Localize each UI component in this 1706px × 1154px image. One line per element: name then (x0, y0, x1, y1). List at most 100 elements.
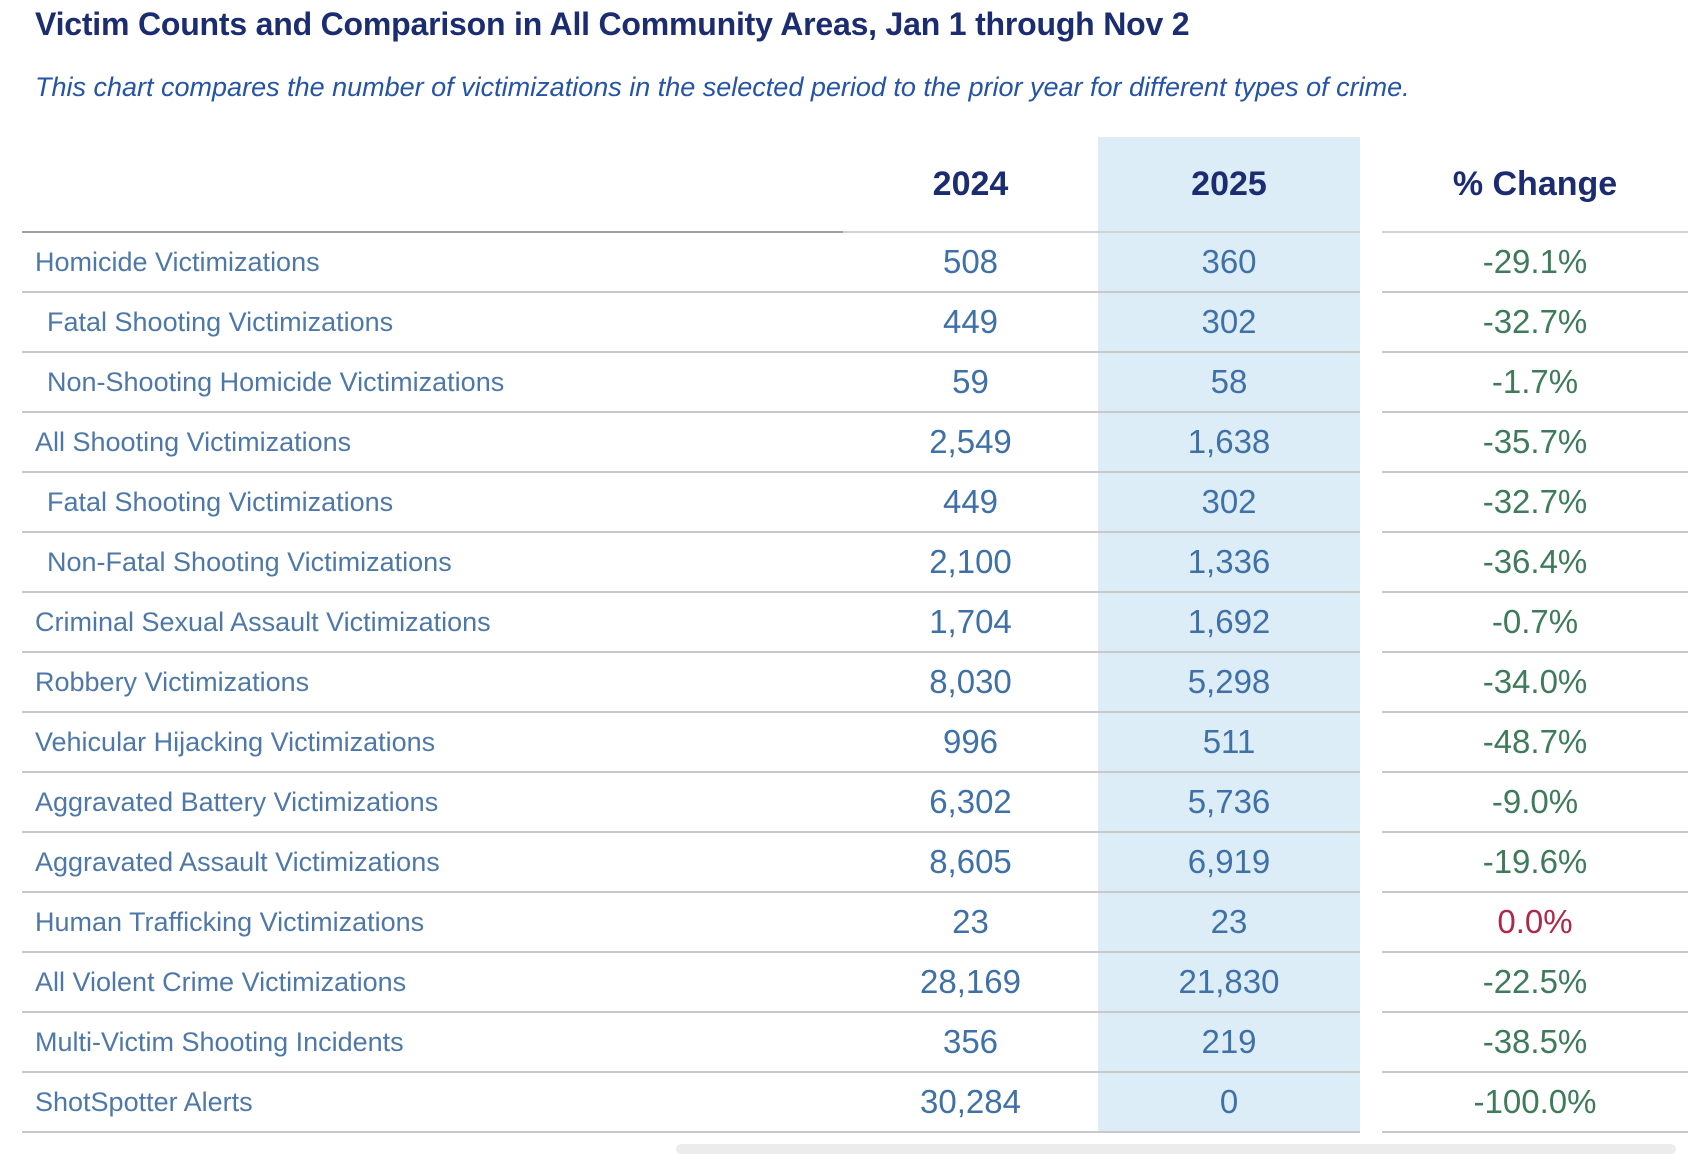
row-label[interactable]: Aggravated Battery Victimizations (22, 773, 843, 833)
table-rows: Homicide Victimizations 508 360 -29.1% Fatal… (0, 233, 1688, 1133)
cell-2024[interactable]: 6,302 (843, 773, 1098, 833)
cell-pct-change[interactable]: -0.7% (1382, 593, 1688, 653)
cell-2024[interactable]: 23 (843, 893, 1098, 953)
cell-2025[interactable]: 1,638 (1098, 413, 1360, 473)
cell-2024[interactable]: 1,704 (843, 593, 1098, 653)
cell-pct-change[interactable]: -34.0% (1382, 653, 1688, 713)
table-row: Non-Fatal Shooting Victimizations 2,100 1,… (0, 533, 1688, 593)
cell-2025[interactable]: 23 (1098, 893, 1360, 953)
cell-2024[interactable]: 8,030 (843, 653, 1098, 713)
page-subtitle: This chart compares the number of victim… (35, 72, 1410, 102)
cell-2025[interactable]: 5,298 (1098, 653, 1360, 713)
cell-pct-change[interactable]: 0.0% (1382, 893, 1688, 953)
cell-pct-change[interactable]: -9.0% (1382, 773, 1688, 833)
column-gap (1360, 1013, 1382, 1073)
cell-2024[interactable]: 30,284 (843, 1073, 1098, 1133)
column-gap (1360, 953, 1382, 1013)
column-gap (1360, 137, 1382, 233)
row-label[interactable]: Fatal Shooting Victimizations (22, 293, 843, 353)
row-label[interactable]: Vehicular Hijacking Victimizations (22, 713, 843, 773)
table-row: Homicide Victimizations 508 360 -29.1% (0, 233, 1688, 293)
row-left-margin (0, 953, 22, 1013)
cell-pct-change[interactable]: -36.4% (1382, 533, 1688, 593)
row-left-margin (0, 653, 22, 713)
column-gap (1360, 713, 1382, 773)
row-label[interactable]: Fatal Shooting Victimizations (22, 473, 843, 533)
cell-pct-change[interactable]: -38.5% (1382, 1013, 1688, 1073)
row-label[interactable]: All Violent Crime Victimizations (22, 953, 843, 1013)
cell-2025[interactable]: 21,830 (1098, 953, 1360, 1013)
cell-2024[interactable]: 8,605 (843, 833, 1098, 893)
row-left-margin (0, 893, 22, 953)
table-row: Criminal Sexual Assault Victimizations 1,… (0, 593, 1688, 653)
table-row: Vehicular Hijacking Victimizations 996 511… (0, 713, 1688, 773)
horizontal-scrollbar[interactable] (676, 1144, 1676, 1154)
table-row: All Violent Crime Victimizations 28,169 21… (0, 953, 1688, 1013)
row-label[interactable]: Non-Shooting Homicide Victimizations (22, 353, 843, 413)
column-gap (1360, 653, 1382, 713)
row-left-margin (0, 233, 22, 293)
row-left-margin (0, 713, 22, 773)
row-left-margin (0, 293, 22, 353)
cell-2024[interactable]: 449 (843, 473, 1098, 533)
cell-2024[interactable]: 449 (843, 293, 1098, 353)
cell-2025[interactable]: 302 (1098, 473, 1360, 533)
table-row: Fatal Shooting Victimizations 449 302 -32.7… (0, 473, 1688, 533)
column-header-2025[interactable]: 2025 (1098, 137, 1360, 233)
row-left-margin (0, 593, 22, 653)
row-label[interactable]: Human Trafficking Victimizations (22, 893, 843, 953)
cell-2025[interactable]: 1,692 (1098, 593, 1360, 653)
cell-pct-change[interactable]: -35.7% (1382, 413, 1688, 473)
row-left-margin (0, 413, 22, 473)
row-label[interactable]: Aggravated Assault Victimizations (22, 833, 843, 893)
row-label[interactable]: ShotSpotter Alerts (22, 1073, 843, 1133)
cell-pct-change[interactable]: -29.1% (1382, 233, 1688, 293)
table-row: Aggravated Battery Victimizations 6,302 5,… (0, 773, 1688, 833)
row-label[interactable]: All Shooting Victimizations (22, 413, 843, 473)
cell-2024[interactable]: 996 (843, 713, 1098, 773)
cell-pct-change[interactable]: -32.7% (1382, 293, 1688, 353)
cell-2025[interactable]: 0 (1098, 1073, 1360, 1133)
cell-2025[interactable]: 5,736 (1098, 773, 1360, 833)
cell-2024[interactable]: 2,100 (843, 533, 1098, 593)
table-row: Multi-Victim Shooting Incidents 356 219 -38… (0, 1013, 1688, 1073)
cell-pct-change[interactable]: -22.5% (1382, 953, 1688, 1013)
row-left-margin (0, 1073, 22, 1133)
table-row: Non-Shooting Homicide Victimizations 59 58… (0, 353, 1688, 413)
cell-2024[interactable]: 356 (843, 1013, 1098, 1073)
row-label[interactable]: Homicide Victimizations (22, 233, 843, 293)
cell-pct-change[interactable]: -100.0% (1382, 1073, 1688, 1133)
cell-2025[interactable]: 58 (1098, 353, 1360, 413)
table-row: All Shooting Victimizations 2,549 1,638 -35… (0, 413, 1688, 473)
row-label[interactable]: Robbery Victimizations (22, 653, 843, 713)
row-left-margin (0, 353, 22, 413)
cell-2025[interactable]: 6,919 (1098, 833, 1360, 893)
cell-pct-change[interactable]: -1.7% (1382, 353, 1688, 413)
cell-2024[interactable]: 508 (843, 233, 1098, 293)
column-header-2024[interactable]: 2024 (843, 137, 1098, 233)
cell-pct-change[interactable]: -48.7% (1382, 713, 1688, 773)
cell-2024[interactable]: 59 (843, 353, 1098, 413)
column-gap (1360, 353, 1382, 413)
column-gap (1360, 833, 1382, 893)
cell-pct-change[interactable]: -32.7% (1382, 473, 1688, 533)
cell-2025[interactable]: 302 (1098, 293, 1360, 353)
row-left-margin (0, 473, 22, 533)
cell-2025[interactable]: 1,336 (1098, 533, 1360, 593)
page-title: Victim Counts and Comparison in All Comm… (35, 6, 1190, 42)
table-header: 2024 2025 % Change (0, 137, 1688, 233)
column-header-pct-change[interactable]: % Change (1382, 137, 1688, 233)
row-left-margin (0, 1013, 22, 1073)
column-gap (1360, 593, 1382, 653)
cell-2024[interactable]: 28,169 (843, 953, 1098, 1013)
row-label[interactable]: Multi-Victim Shooting Incidents (22, 1013, 843, 1073)
cell-2025[interactable]: 511 (1098, 713, 1360, 773)
cell-pct-change[interactable]: -19.6% (1382, 833, 1688, 893)
row-label[interactable]: Non-Fatal Shooting Victimizations (22, 533, 843, 593)
column-gap (1360, 1073, 1382, 1133)
row-label[interactable]: Criminal Sexual Assault Victimizations (22, 593, 843, 653)
cell-2025[interactable]: 219 (1098, 1013, 1360, 1073)
cell-2024[interactable]: 2,549 (843, 413, 1098, 473)
cell-2025[interactable]: 360 (1098, 233, 1360, 293)
table-row: Robbery Victimizations 8,030 5,298 -34.0% (0, 653, 1688, 713)
